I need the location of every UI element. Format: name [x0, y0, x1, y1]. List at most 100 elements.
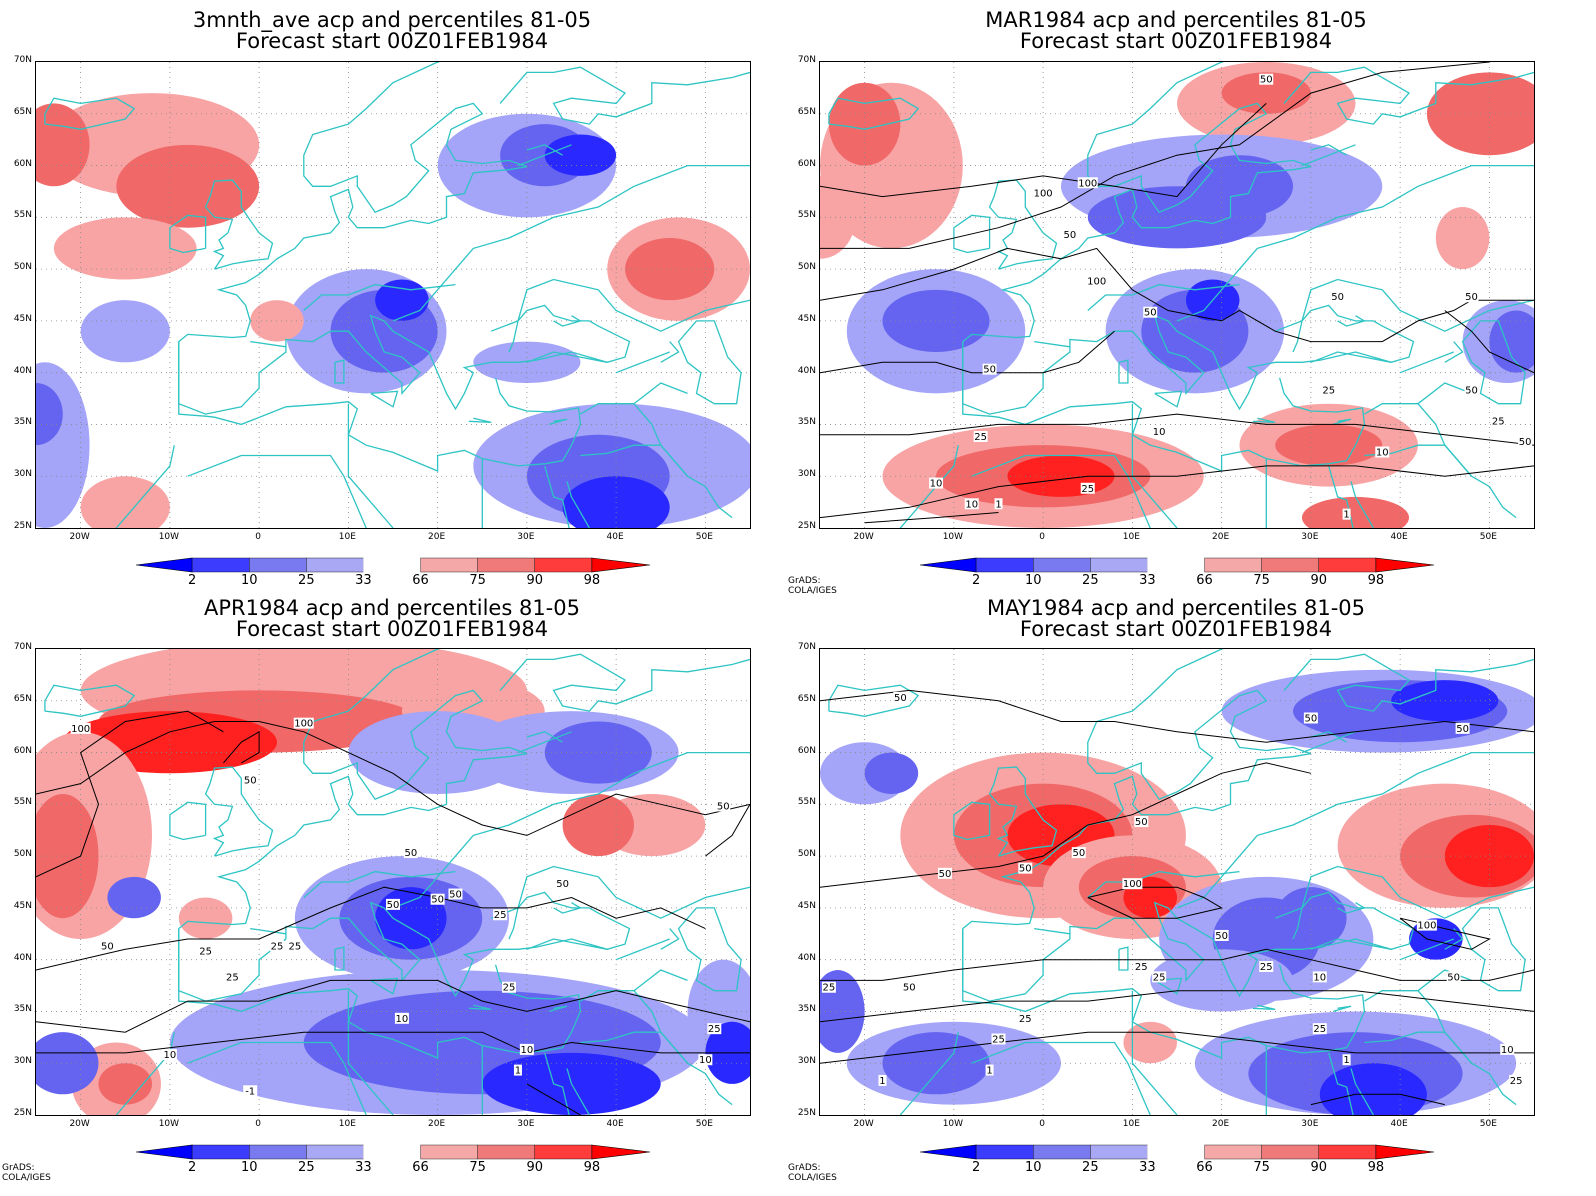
- map-frame: 100 100 50 50 50 50 50 50 25 50 25 25 25 25 10 10 10 25 1 1…: [35, 648, 751, 1116]
- contour-line: [36, 710, 224, 878]
- coastline: [517, 144, 572, 167]
- coastline: [517, 731, 572, 754]
- contour-label-bg: [403, 847, 418, 859]
- colorbar-swatch: [306, 1144, 364, 1160]
- lon-tick-label: 40E: [1390, 1119, 1408, 1129]
- contour-label: 25: [1019, 1014, 1032, 1025]
- contour-label: 1: [879, 1076, 885, 1087]
- coastline: [370, 977, 399, 995]
- coastline: [526, 144, 563, 156]
- map-frame: 50 100 100 50 100 50 50 50 50 25 50 25 10 10 50 25 10 10 1…: [819, 61, 1535, 529]
- contour-label: 1: [515, 1066, 521, 1077]
- contour-label-bg: [243, 1085, 258, 1097]
- coastline: [347, 403, 394, 528]
- coastline: [178, 928, 582, 1059]
- contour-line: [1310, 1093, 1445, 1106]
- coastline: [1087, 870, 1240, 898]
- contour-label: 10: [1153, 427, 1166, 438]
- coastline: [1444, 928, 1464, 950]
- map-canvas: [36, 62, 750, 528]
- lat-tick-label: 35N: [797, 1004, 816, 1015]
- contour-line: [223, 730, 260, 764]
- lat-tick-label: 25N: [13, 521, 32, 531]
- contour-label: 50: [431, 895, 444, 906]
- contour-label-bg: [1464, 291, 1479, 303]
- lat-tick-label: 45N: [13, 900, 32, 911]
- colorbar-swatch: [306, 557, 364, 573]
- shade-region: [828, 82, 901, 166]
- grads-credit: GrADS: COLA/IGES: [788, 1163, 837, 1183]
- lat-tick-label: 25N: [13, 1108, 32, 1118]
- contour-label: 50: [1456, 724, 1469, 735]
- contour-label-bg: [1152, 971, 1167, 983]
- contour-label-bg: [1312, 1023, 1327, 1035]
- lat-tick-label: 55N: [797, 797, 816, 808]
- contour-line: [705, 804, 750, 857]
- lon-tick-label: 10W: [942, 1119, 964, 1129]
- contour-label-bg: [1330, 291, 1345, 303]
- coastline: [334, 359, 345, 384]
- coastline: [178, 62, 528, 343]
- contour-label: 50: [894, 693, 907, 704]
- coastline: [828, 97, 920, 130]
- lat-tick-label: 65N: [13, 106, 32, 117]
- lon-tick-label: 10E: [1122, 532, 1140, 542]
- lat-tick-label: 70N: [13, 642, 32, 652]
- coastline: [1399, 938, 1454, 961]
- contour-label-bg: [287, 940, 302, 952]
- coastline: [1283, 653, 1534, 712]
- contour-label: 50: [556, 879, 569, 890]
- contour-label-bg: [100, 940, 115, 952]
- coastline: [115, 1032, 175, 1115]
- lon-tick-label: 10E: [338, 1119, 356, 1129]
- coastline: [1301, 144, 1356, 167]
- contour-label-bg: [493, 909, 508, 921]
- contour-label: 1: [1343, 510, 1349, 521]
- panel-title-line1: MAR1984 acp and percentiles 81-05: [985, 8, 1367, 32]
- coastline: [303, 870, 456, 898]
- contour-label-bg: [1018, 1012, 1033, 1024]
- lon-tick-label: 20W: [853, 1119, 874, 1129]
- contour-label: 25: [288, 941, 301, 952]
- colorbar-swatch: [249, 1144, 307, 1160]
- lat-tick-label: 45N: [13, 313, 32, 324]
- contour-label-bg: [1152, 425, 1167, 437]
- lat-tick-label: 55N: [13, 210, 32, 221]
- colorbar-swatch: [1033, 1144, 1091, 1160]
- coastline: [1252, 1004, 1276, 1011]
- coastline: [1118, 946, 1129, 971]
- contour-label-bg: [1134, 961, 1149, 973]
- contour-line: [820, 413, 1534, 446]
- colorbar-label: 10: [240, 573, 258, 588]
- lon-tick-label: 30E: [1301, 532, 1319, 542]
- coastline: [1328, 1052, 1354, 1115]
- shade-region: [116, 144, 260, 228]
- contour-label-bg: [555, 878, 570, 890]
- contour-label-bg: [1122, 878, 1143, 890]
- contour-label: 50: [1260, 75, 1273, 86]
- coastline: [1417, 403, 1472, 477]
- map-frame: 50 50 50 50 50 50 50 100 50 25 100 50 25 25 25 10 25 25 25…: [819, 648, 1535, 1116]
- contour-label: 25: [494, 910, 507, 921]
- contour-label-bg: [519, 1043, 534, 1055]
- coastline: [1310, 351, 1392, 363]
- colorbar-swatch: [1261, 1144, 1319, 1160]
- contour-label-bg: [1312, 971, 1327, 983]
- contour-label: 50: [1305, 713, 1318, 724]
- percentile-shading: [36, 93, 750, 528]
- lon-tick-label: 20W: [69, 1119, 90, 1129]
- contour-label-bg: [991, 1033, 1006, 1045]
- coastline: [526, 731, 563, 743]
- coastline: [178, 649, 528, 930]
- colorbar-label: 33: [1139, 1160, 1156, 1175]
- colorbar-label: 75: [1253, 1160, 1270, 1175]
- coastline: [526, 351, 608, 363]
- coastline: [1337, 902, 1367, 914]
- coastline: [499, 653, 750, 712]
- coastline: [1310, 144, 1347, 156]
- lat-tick-label: 60N: [13, 745, 32, 756]
- contour-label-bg: [1500, 1043, 1515, 1055]
- colorbar-label: 10: [1024, 1160, 1042, 1175]
- colorbar-label: 2: [971, 573, 981, 588]
- contour-label-bg: [985, 1064, 994, 1076]
